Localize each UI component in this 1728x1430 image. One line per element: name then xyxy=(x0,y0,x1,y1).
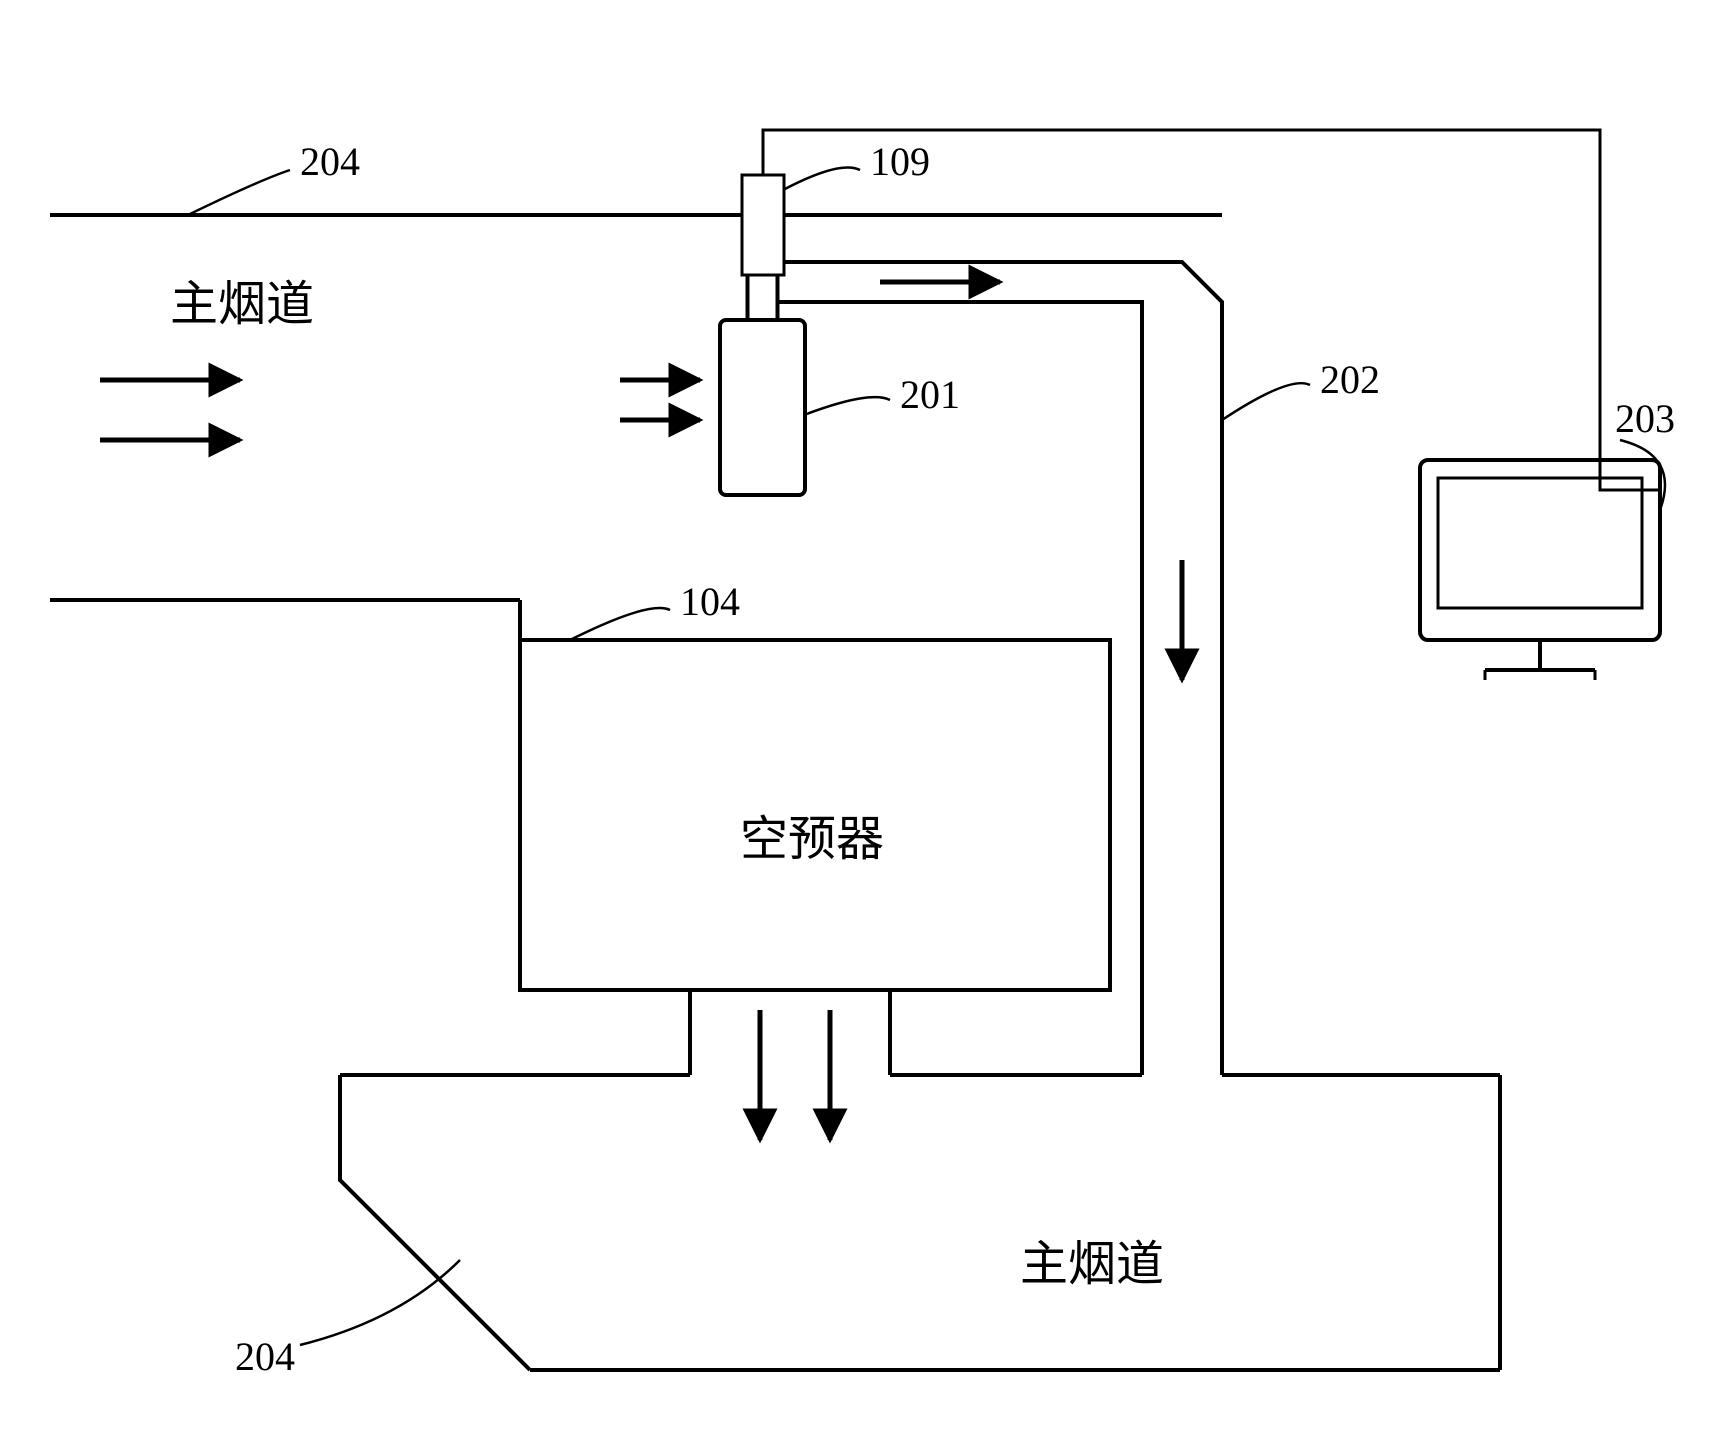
label-main-flue-lower: 主烟道 xyxy=(1020,1238,1164,1291)
ref-204-top: 204 xyxy=(300,139,360,184)
monitor-203-bezel xyxy=(1420,460,1660,640)
cylinder-201-body xyxy=(720,320,805,495)
ref-201: 201 xyxy=(900,372,960,417)
leader-204-top xyxy=(190,170,290,214)
bypass-outer-wall xyxy=(784,262,1222,1075)
sensor-109-box xyxy=(742,175,784,275)
lower-duct-left-wall xyxy=(340,1075,530,1370)
label-air-preheater: 空预器 xyxy=(740,813,884,866)
leader-109 xyxy=(783,168,860,191)
ref-104: 104 xyxy=(680,579,740,624)
ref-202: 202 xyxy=(1320,357,1380,402)
ref-109: 109 xyxy=(870,139,930,184)
ref-204-bot: 204 xyxy=(235,1334,295,1379)
label-main-flue-upper: 主烟道 xyxy=(170,278,314,331)
ref-203: 203 xyxy=(1615,396,1675,441)
data-line-109-to-203 xyxy=(763,130,1660,490)
leader-201 xyxy=(804,397,890,415)
bypass-inner-wall xyxy=(778,302,1143,1075)
monitor-203-screen xyxy=(1438,478,1642,608)
leader-202 xyxy=(1222,383,1310,420)
leader-204-bot xyxy=(300,1260,460,1345)
leader-104 xyxy=(570,608,670,640)
